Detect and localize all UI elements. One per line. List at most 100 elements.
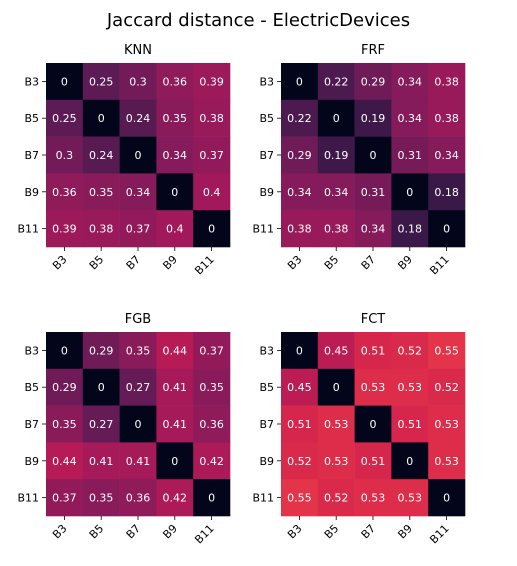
x-tick-label: B9 <box>395 253 414 272</box>
x-tick-label: B11 <box>427 522 451 546</box>
cell-value-label: 0 <box>406 186 413 199</box>
cell-value-label: 0.35 <box>126 344 151 357</box>
heatmap-cell <box>317 210 355 248</box>
panel-title: KNN <box>124 43 152 58</box>
heatmap-cell <box>119 442 157 480</box>
heatmap-cell <box>82 479 120 517</box>
heatmap-cell <box>391 442 429 480</box>
heatmap-cell <box>281 136 319 174</box>
heatmap-cell <box>428 136 466 174</box>
y-tick-label: B11 <box>252 223 274 236</box>
heatmap-cell <box>317 442 355 480</box>
y-tick-label: B5 <box>259 112 274 125</box>
cell-value-label: 0.51 <box>287 418 312 431</box>
cell-value-label: 0.45 <box>287 381 312 394</box>
cell-value-label: 0.4 <box>203 186 221 199</box>
heatmap-cell <box>391 136 429 174</box>
heatmap-cell <box>119 210 157 248</box>
cell-value-label: 0.39 <box>199 75 224 88</box>
cell-value-label: 0.53 <box>361 381 386 394</box>
heatmap-cell <box>281 442 319 480</box>
cell-value-label: 0.34 <box>398 75 423 88</box>
cell-value-label: 0.37 <box>199 149 224 162</box>
cell-value-label: 0.3 <box>56 149 74 162</box>
cell-value-label: 0.31 <box>361 186 386 199</box>
heatmap-cell <box>46 136 84 174</box>
x-tick-label: B5 <box>87 253 106 272</box>
cell-value-label: 0.38 <box>199 112 224 125</box>
cell-value-label: 0.37 <box>126 223 151 236</box>
y-tick-label: B11 <box>17 492 39 505</box>
y-tick-label: B9 <box>259 186 274 199</box>
cell-value-label: 0.29 <box>287 149 312 162</box>
cell-value-label: 0.34 <box>361 223 386 236</box>
cell-value-label: 0.39 <box>52 223 77 236</box>
cell-value-label: 0.52 <box>434 381 459 394</box>
y-tick-label: B7 <box>24 418 39 431</box>
heatmap-cell <box>156 405 194 443</box>
cell-value-label: 0.29 <box>89 344 114 357</box>
heatmap-cell <box>193 405 231 443</box>
heatmap-cell <box>82 368 120 406</box>
cell-value-label: 0.34 <box>163 149 188 162</box>
x-tick-label: B5 <box>322 253 341 272</box>
heatmap-cell <box>391 332 429 370</box>
x-tick-label: B7 <box>359 522 378 541</box>
heatmap-cell <box>82 405 120 443</box>
cell-value-label: 0 <box>171 186 178 199</box>
heatmap-cell <box>354 442 392 480</box>
cell-value-label: 0.36 <box>199 418 224 431</box>
heatmap-cell <box>354 99 392 137</box>
cell-value-label: 0.38 <box>89 223 114 236</box>
heatmap-cell <box>46 332 84 370</box>
cell-value-label: 0.53 <box>324 418 349 431</box>
heatmap-cell <box>46 99 84 137</box>
cell-value-label: 0.51 <box>361 344 386 357</box>
cell-value-label: 0.52 <box>324 492 349 505</box>
heatmap-cell <box>193 63 231 101</box>
cell-value-label: 0 <box>208 223 215 236</box>
cell-value-label: 0 <box>406 455 413 468</box>
cell-value-label: 0.34 <box>398 112 423 125</box>
cell-value-label: 0.29 <box>52 381 77 394</box>
heatmap-cell <box>281 63 319 101</box>
y-tick-label: B5 <box>24 112 39 125</box>
heatmap-cell <box>119 136 157 174</box>
panel-title: FGB <box>125 312 151 327</box>
heatmap-cell <box>281 210 319 248</box>
y-tick-label: B3 <box>24 75 39 88</box>
y-tick-label: B7 <box>259 418 274 431</box>
heatmap-cell <box>193 99 231 137</box>
cell-value-label: 0.38 <box>434 75 459 88</box>
x-tick-label: B5 <box>322 522 341 541</box>
heatmap-cell <box>193 136 231 174</box>
cell-value-label: 0.24 <box>89 149 114 162</box>
cell-value-label: 0 <box>333 381 340 394</box>
cell-value-label: 0.36 <box>52 186 77 199</box>
cell-value-label: 0.52 <box>287 455 312 468</box>
x-tick-label: B3 <box>50 253 69 272</box>
cell-value-label: 0.51 <box>361 455 386 468</box>
heatmap-cell <box>46 63 84 101</box>
heatmap-fct: FCT 0 0.45 0.51 0.52 0.55 0.45 0 0.53 0.53 0.52 0.5… <box>252 312 466 546</box>
heatmap-cell <box>428 405 466 443</box>
cell-value-label: 0.35 <box>199 381 224 394</box>
cell-value-label: 0 <box>443 492 450 505</box>
cell-value-label: 0.53 <box>324 455 349 468</box>
x-tick-label: B5 <box>87 522 106 541</box>
heatmap-cell <box>119 63 157 101</box>
y-tick-label: B11 <box>17 223 39 236</box>
heatmap-cell <box>119 332 157 370</box>
x-tick-label: B3 <box>50 522 69 541</box>
cell-value-label: 0.27 <box>89 418 114 431</box>
heatmap-cell <box>354 210 392 248</box>
cell-value-label: 0.29 <box>361 75 386 88</box>
y-tick-label: B7 <box>24 149 39 162</box>
heatmap-cell <box>46 368 84 406</box>
x-tick-label: B7 <box>124 253 143 272</box>
cell-value-label: 0.55 <box>434 344 459 357</box>
panel-title: FCT <box>361 312 386 327</box>
heatmap-cell <box>82 99 120 137</box>
heatmap-cell <box>193 210 231 248</box>
